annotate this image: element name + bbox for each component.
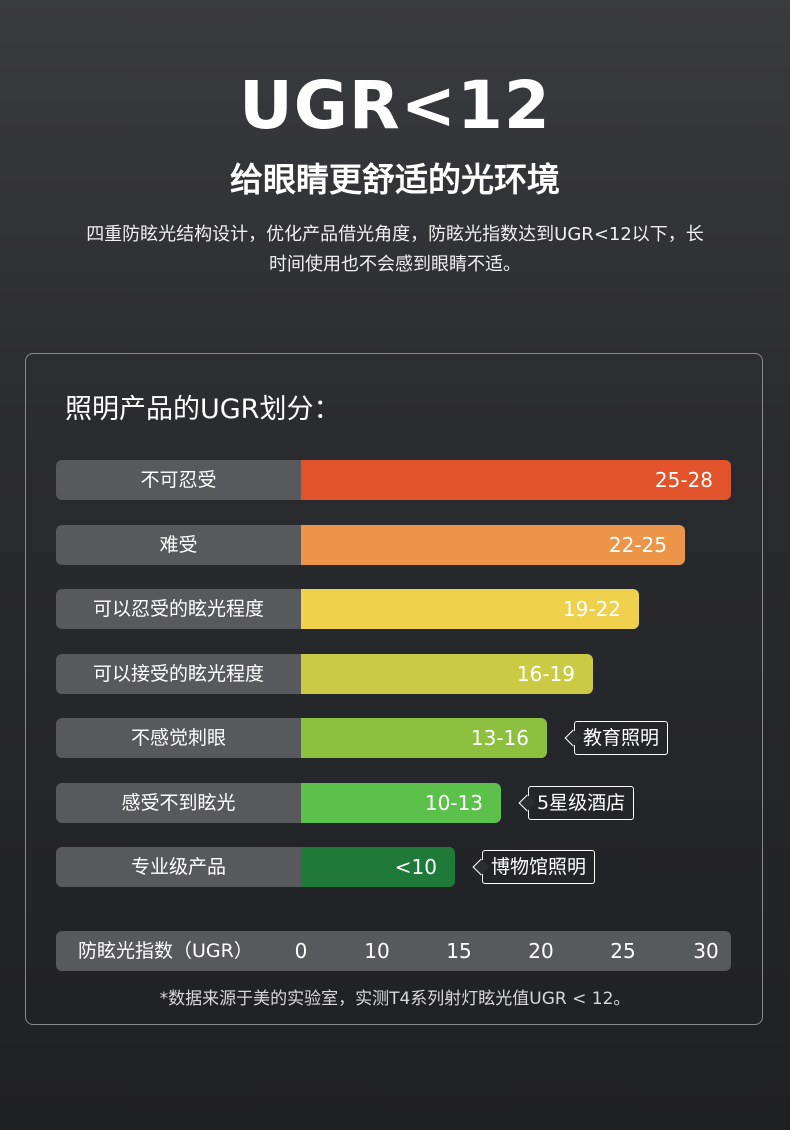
bar: 22-25 — [301, 525, 685, 565]
chart-footnote: *数据来源于美的实验室，实测T4系列射灯眩光值UGR < 12。 — [159, 989, 631, 1009]
x-axis-bar — [56, 931, 731, 971]
bar-value-label: 19-22 — [562, 597, 621, 621]
bar-annotation: 5星级酒店 — [528, 786, 635, 820]
bar: 25-28 — [301, 460, 731, 500]
bar-category-label: 不可忍受 — [56, 460, 301, 500]
bar: <10 — [301, 847, 455, 887]
page-description: 四重防眩光结构设计，优化产品借光角度，防眩光指数达到UGR<12以下，长 时间使… — [48, 220, 742, 280]
description-line-2: 时间使用也不会感到眼睛不适。 — [269, 254, 521, 275]
bar: 10-13 — [301, 783, 501, 823]
bar-value-label: 16-19 — [516, 662, 575, 686]
page-subtitle: 给眼睛更舒适的光环境 — [230, 160, 560, 199]
bar: 13-16 — [301, 718, 547, 758]
ugr-chart-panel — [25, 353, 763, 1025]
x-tick-label: 30 — [693, 939, 719, 963]
x-tick-label: 10 — [364, 939, 390, 963]
bar-value-label: 22-25 — [608, 533, 667, 557]
bar-category-label: 感受不到眩光 — [56, 783, 301, 823]
bar-value-label: <10 — [394, 855, 437, 879]
bar-category-label: 专业级产品 — [56, 847, 301, 887]
bar: 19-22 — [301, 589, 639, 629]
bar-value-label: 10-13 — [424, 791, 483, 815]
chart-title: 照明产品的UGR划分： — [65, 394, 341, 425]
description-line-1: 四重防眩光结构设计，优化产品借光角度，防眩光指数达到UGR<12以下，长 — [86, 224, 704, 245]
bar-annotation: 教育照明 — [574, 721, 669, 755]
bar-category-label: 可以接受的眩光程度 — [56, 654, 301, 694]
bar-category-label: 可以忍受的眩光程度 — [56, 589, 301, 629]
bar-value-label: 25-28 — [654, 468, 713, 492]
x-axis-label: 防眩光指数（UGR） — [78, 940, 253, 962]
page-title: UGR<12 — [239, 67, 551, 144]
bar: 16-19 — [301, 654, 593, 694]
bar-category-label: 不感觉刺眼 — [56, 718, 301, 758]
x-tick-label: 15 — [446, 939, 472, 963]
x-tick-label: 20 — [528, 939, 554, 963]
bar-value-label: 13-16 — [470, 726, 529, 750]
bar-annotation: 博物馆照明 — [482, 850, 596, 884]
x-tick-label: 25 — [610, 939, 636, 963]
x-tick-label: 0 — [294, 939, 308, 963]
bar-category-label: 难受 — [56, 525, 301, 565]
